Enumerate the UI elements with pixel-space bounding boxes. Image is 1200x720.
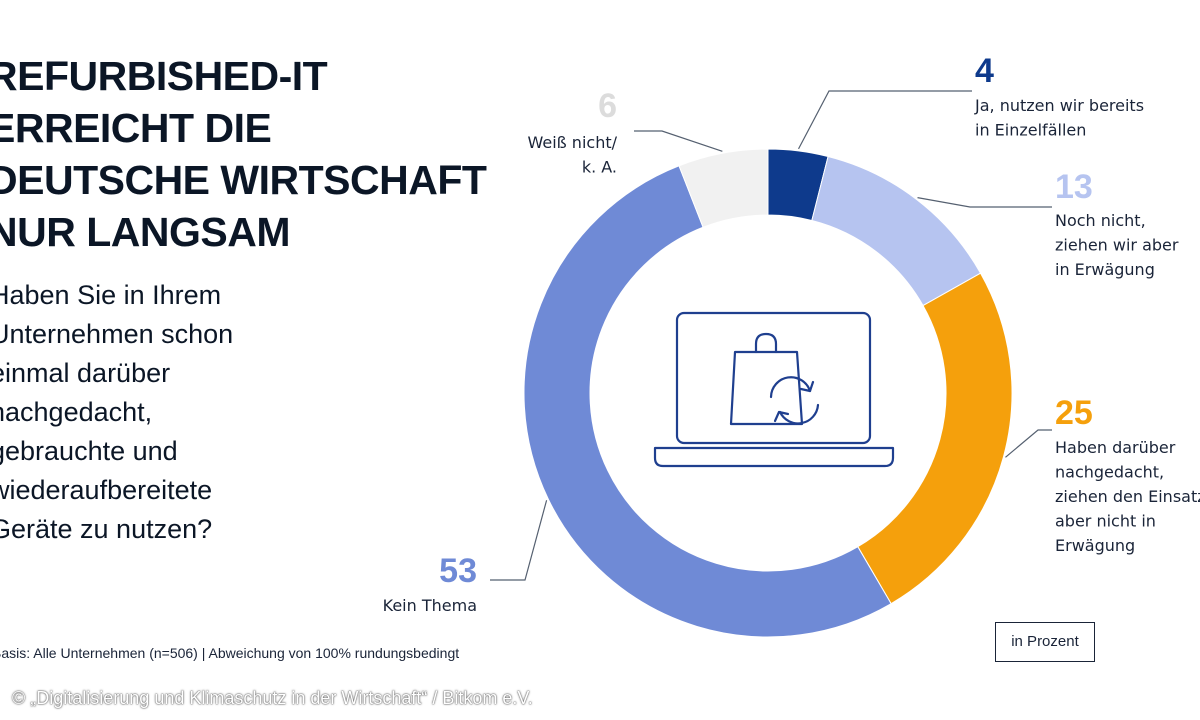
category-label: Haben darüber nachgedacht, ziehen den Eins… (1055, 438, 1200, 555)
data-label: 53 (439, 552, 477, 590)
leader-line (490, 500, 548, 581)
unit-label: in Prozent (995, 622, 1095, 662)
basis-note: Basis: Alle Unternehmen (n=506) | Abweic… (0, 645, 460, 661)
category-label: Noch nicht, ziehen wir aber in Erwägung (1055, 211, 1179, 279)
data-label: 25 (1055, 394, 1093, 432)
category-label: Kein Thema (383, 596, 477, 615)
page-title: REFURBISHED-IT ERREICHT DIE DEUTSCHE WIR… (0, 53, 487, 255)
leader-line (917, 197, 1052, 208)
category-label: Ja, nutzen wir bereits in Einzelfällen (974, 96, 1144, 140)
data-label: 13 (1055, 168, 1093, 206)
data-label: 4 (975, 52, 994, 90)
data-label: 6 (598, 87, 617, 125)
leader-lines (490, 90, 1052, 581)
donut-slice (811, 155, 982, 307)
laptop-refurbish-bag-icon (653, 311, 895, 468)
donut-slice (857, 272, 1013, 605)
category-label: Weiß nicht/k. A. (527, 133, 617, 177)
slice-labels: 4 Ja, nutzen wir bereits in Einzelfällen 13… (383, 52, 1200, 615)
donut-slices (523, 148, 1013, 638)
donut-slice (678, 148, 769, 228)
leader-line (797, 90, 972, 150)
survey-question: Haben Sie in Ihrem Unternehmen schon ein… (0, 280, 234, 544)
donut-slice (523, 165, 892, 638)
leader-line (1005, 429, 1052, 458)
source-credit: © „Digitalisierung und Klimaschutz in de… (12, 688, 533, 708)
leader-line (634, 130, 723, 152)
